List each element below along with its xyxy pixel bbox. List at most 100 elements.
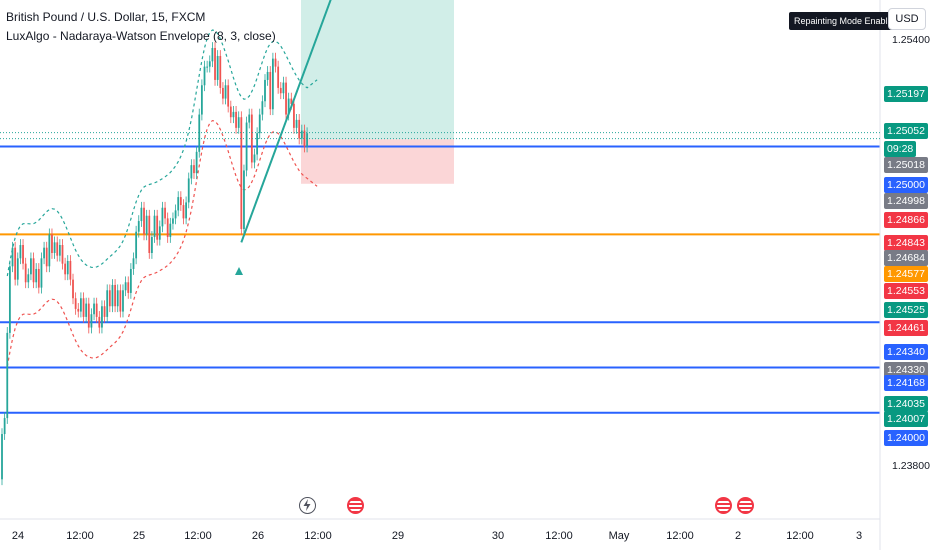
- candle: [195, 151, 198, 174]
- candle: [69, 260, 72, 280]
- candle: [261, 101, 264, 115]
- candle: [135, 231, 138, 259]
- candle: [116, 290, 119, 307]
- time-tick: 24: [11, 530, 25, 542]
- candle: [6, 332, 9, 419]
- candle: [137, 221, 140, 232]
- candle: [156, 215, 159, 240]
- candle: [103, 306, 106, 317]
- candle: [258, 114, 261, 134]
- candle: [53, 242, 56, 253]
- position-zones: [301, 0, 454, 184]
- candle: [32, 258, 35, 283]
- candle: [161, 207, 164, 227]
- price-label: 1.24000: [884, 430, 928, 446]
- candle: [298, 119, 301, 139]
- candle: [306, 133, 308, 147]
- envelope-lower: [6, 119, 318, 367]
- lightning-event-icon[interactable]: [299, 497, 316, 514]
- candle: [203, 66, 206, 86]
- price-label: 1.24998: [884, 193, 928, 209]
- candle: [22, 245, 24, 264]
- candle: [61, 245, 64, 264]
- candle: [24, 263, 27, 283]
- price-label: 1.24035: [884, 396, 928, 412]
- time-tick: 12:00: [66, 530, 94, 542]
- candle: [300, 130, 303, 139]
- candle: [216, 55, 219, 80]
- time-tick: 12:00: [545, 530, 573, 542]
- time-tick: 12:00: [666, 530, 694, 542]
- candle: [169, 223, 172, 238]
- candle: [127, 282, 130, 293]
- candle: [153, 215, 156, 238]
- price-label: 1.24525: [884, 302, 928, 318]
- candle: [8, 266, 11, 333]
- candle: [122, 290, 124, 312]
- candle: [16, 258, 19, 280]
- candle: [58, 245, 61, 256]
- candle: [240, 117, 243, 230]
- candle: [145, 215, 148, 235]
- us-flag-event-icon[interactable]: [347, 497, 364, 514]
- candle: [232, 111, 235, 118]
- price-label: 1.24168: [884, 375, 928, 391]
- candle: [190, 165, 193, 179]
- candle: [206, 66, 209, 68]
- candle: [256, 133, 259, 155]
- candle: [124, 282, 127, 291]
- price-label: 1.24461: [884, 320, 928, 336]
- candle: [51, 234, 53, 253]
- candle: [80, 298, 82, 312]
- candle: [182, 205, 185, 219]
- candle: [108, 290, 111, 307]
- candle: [303, 130, 306, 147]
- us-flag-event-icon[interactable]: [715, 497, 732, 514]
- envelope-upper: [6, 29, 318, 277]
- price-label: 1.25052: [884, 123, 928, 139]
- candle: [266, 71, 269, 80]
- candle: [166, 218, 169, 238]
- candle: [235, 111, 237, 128]
- candle: [274, 58, 277, 67]
- candle: [95, 303, 98, 317]
- candle: [74, 298, 77, 309]
- candle: [290, 98, 293, 104]
- candle: [56, 242, 59, 256]
- candle: [64, 263, 67, 275]
- candle: [40, 258, 43, 288]
- candle: [253, 154, 256, 163]
- candle: [11, 247, 14, 267]
- candle: [90, 314, 93, 328]
- candle: [48, 234, 51, 267]
- candle: [106, 290, 109, 317]
- time-tick: 3: [855, 530, 863, 542]
- profit-zone: [301, 0, 454, 140]
- buy-signal-marker: [235, 267, 243, 275]
- currency-selector[interactable]: USD: [888, 8, 926, 30]
- us-flag-event-icon[interactable]: [737, 497, 754, 514]
- candle: [87, 303, 90, 328]
- repaint-mode-badge: Repainting Mode Enabled: [789, 12, 903, 30]
- candle: [82, 298, 85, 317]
- candle: [177, 197, 180, 211]
- price-label: 1.24684: [884, 250, 928, 266]
- candle: [143, 207, 145, 235]
- candle: [187, 178, 190, 203]
- candle: [295, 119, 298, 128]
- price-label: 1.24340: [884, 344, 928, 360]
- candle: [85, 303, 88, 317]
- candle: [66, 260, 69, 275]
- candle: [185, 202, 187, 219]
- candle: [243, 170, 245, 230]
- candle: [14, 247, 17, 280]
- symbol-title[interactable]: British Pound / U.S. Dollar, 15, FXCM: [6, 10, 206, 24]
- time-tick: 2: [734, 530, 742, 542]
- trend-line: [240, 0, 332, 243]
- price-label: 1.24007: [884, 411, 928, 427]
- candle: [37, 268, 40, 288]
- indicator-title[interactable]: LuxAlgo - Nadaraya-Watson Envelope (8, 3…: [6, 29, 276, 43]
- candle: [224, 85, 227, 99]
- candle: [287, 98, 290, 115]
